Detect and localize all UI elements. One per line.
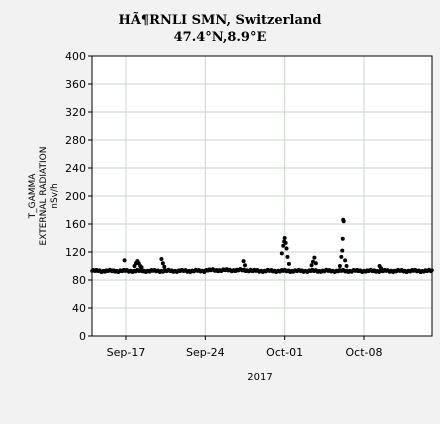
data-point [285, 254, 290, 259]
data-point [279, 251, 284, 256]
data-point [309, 263, 314, 268]
y-tick-label: 120 [65, 246, 86, 259]
data-point [284, 246, 289, 251]
x-axis-label: 2017 [247, 372, 272, 383]
y-axis-label-line-1: T_GAMMA [28, 173, 38, 220]
data-point [313, 261, 318, 266]
data-point [139, 265, 144, 270]
data-point [340, 248, 345, 253]
data-point [281, 243, 286, 248]
data-point [122, 258, 127, 263]
data-point [337, 264, 342, 268]
y-tick-label: 360 [65, 78, 86, 91]
data-point [243, 263, 247, 268]
y-axis-label: T_GAMMA EXTERNAL RADIATION nSv/h [28, 147, 60, 246]
data-point [341, 219, 346, 224]
y-tick-label: 320 [65, 106, 86, 119]
data-point [312, 255, 317, 260]
x-tick-label: Oct-08 [346, 346, 383, 359]
chart-title: HÃ¶RNLI SMN, Switzerland [119, 12, 322, 28]
data-point [241, 259, 246, 264]
data-point [159, 257, 164, 261]
data-point [344, 264, 349, 268]
x-tick-label: Sep-17 [107, 346, 146, 359]
y-tick-label: 160 [65, 218, 86, 231]
data-point [283, 240, 288, 245]
data-point [340, 236, 345, 241]
y-tick-label: 40 [72, 302, 86, 315]
data-point [339, 254, 344, 259]
x-tick-label: Sep-24 [186, 346, 225, 359]
y-tick-label: 280 [65, 134, 86, 147]
data-point [343, 258, 348, 263]
y-tick-label: 240 [65, 162, 86, 175]
y-axis-label-line-2: EXTERNAL RADIATION [39, 147, 49, 246]
plot-frame [91, 55, 433, 337]
y-axis-ticks: 0 40 80 120 160 200 240 280 320 360 400 [65, 50, 92, 343]
data-point [379, 266, 383, 271]
data-point [162, 264, 167, 269]
x-tick-label: Oct-01 [266, 346, 303, 359]
y-tick-label: 400 [65, 50, 86, 63]
data-point [286, 261, 291, 266]
y-tick-label: 200 [65, 190, 86, 203]
data-point [160, 261, 165, 266]
data-points [90, 217, 434, 275]
y-tick-label: 80 [72, 274, 86, 287]
x-axis-ticks: Sep-17 Sep-24 Oct-01 Oct-08 [107, 336, 383, 359]
data-point [282, 236, 287, 240]
y-axis-label-line-3: nSv/h [50, 183, 60, 208]
chart-subtitle: 47.4°N,8.9°E [174, 30, 267, 45]
y-tick-label: 0 [79, 330, 86, 343]
